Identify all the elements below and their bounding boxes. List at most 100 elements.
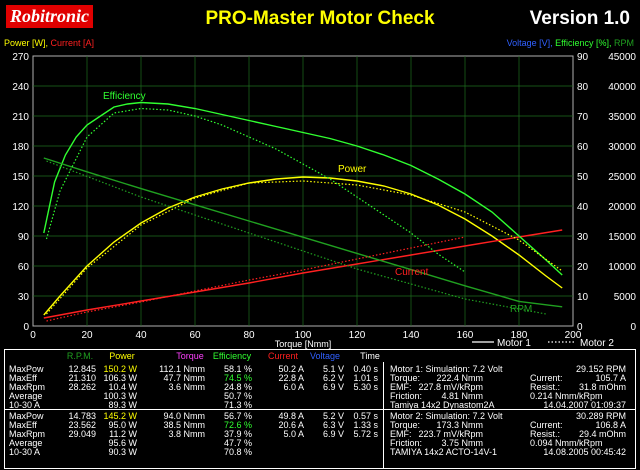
x-tick: 0 bbox=[30, 330, 36, 341]
x-tick: 140 bbox=[403, 330, 420, 341]
motor1-row-efficiency: 24.8 % bbox=[223, 382, 252, 392]
motor2-info-resist-label: Resist.: bbox=[530, 429, 561, 439]
y-tick-right-rpm: 30000 bbox=[608, 142, 636, 153]
motor2-info-emf-label: EMF: bbox=[390, 429, 412, 439]
right-axis-title: Voltage [V], Efficiency [%], RPM bbox=[507, 38, 634, 48]
motor2-row-power: 90.3 W bbox=[108, 447, 137, 457]
motor2-info-torque-label: Torque: bbox=[390, 420, 421, 430]
motor2-info-friction2: 0.094 Nmm/kRpm bbox=[530, 438, 603, 448]
motor2-row-time: 1.33 s bbox=[353, 420, 378, 430]
motor2-row-rpm: 23.562 bbox=[68, 420, 96, 430]
annotation-rpm: RPM bbox=[510, 304, 532, 315]
motor2-row-current: 49.8 A bbox=[278, 411, 304, 421]
results-table: R.P.M. Power Torque Efficiency Current Voltag… bbox=[0, 349, 640, 470]
annotation-power: Power bbox=[338, 164, 367, 175]
motor1-row-power: 100.3 W bbox=[103, 391, 137, 401]
y-tick-right-rpm: 40000 bbox=[608, 82, 636, 93]
motor2-row-current: 20.6 A bbox=[278, 420, 304, 430]
motor1-row-voltage: 6.9 V bbox=[322, 382, 344, 392]
brand-logo: Robitronic bbox=[6, 5, 94, 28]
y-tick-left: 60 bbox=[18, 262, 30, 273]
header-current: Current bbox=[267, 351, 298, 361]
y-tick-right-pct: 10 bbox=[577, 292, 589, 303]
motor1-info-resist: 31.8 mOhm bbox=[578, 382, 626, 392]
motor2-row-power: 11.2 W bbox=[109, 429, 137, 439]
y-tick-left: 240 bbox=[12, 82, 29, 93]
motor2-info-resist: 29.4 mOhm bbox=[578, 429, 626, 439]
motor1-row-rpm: 21.310 bbox=[68, 373, 96, 383]
motor2-row-efficiency: 47.7 % bbox=[223, 438, 252, 448]
y-tick-right-rpm: 10000 bbox=[608, 262, 636, 273]
motor1-info-resist-label: Resist.: bbox=[530, 382, 561, 392]
table-border-top bbox=[4, 349, 636, 350]
motor1-row-power: 89.3 W bbox=[108, 400, 137, 410]
motor1-info-emf-label: EMF: bbox=[390, 382, 412, 392]
motor1-row-torque: 47.7 Nmm bbox=[163, 373, 205, 383]
motor2-info-torque: 173.3 Nmm bbox=[436, 420, 483, 430]
x-tick: 180 bbox=[511, 330, 528, 341]
motor2-row-efficiency: 37.9 % bbox=[223, 429, 252, 439]
y-tick-left: 180 bbox=[12, 142, 29, 153]
motor1-row-label: Average bbox=[9, 391, 43, 401]
motor2-row-label: MaxEff bbox=[9, 420, 37, 430]
y-tick-left: 90 bbox=[18, 232, 30, 243]
y-tick-left: 30 bbox=[18, 292, 30, 303]
y-tick-right-rpm: 35000 bbox=[608, 112, 636, 123]
x-tick: 40 bbox=[135, 330, 147, 341]
motor2-row-voltage: 6.9 V bbox=[322, 429, 344, 439]
series-efficiency-motor1 bbox=[43, 101, 563, 276]
header-torque: Torque bbox=[176, 351, 204, 361]
x-tick: 60 bbox=[189, 330, 201, 341]
motor2-row-power: 145.2 W bbox=[103, 411, 137, 421]
x-tick: 20 bbox=[81, 330, 93, 341]
motor2-row-torque: 94.0 Nmm bbox=[163, 411, 205, 421]
y-tick-right-rpm: 15000 bbox=[608, 232, 636, 243]
header-efficiency: Efficiency bbox=[212, 351, 252, 361]
motor2-info-name: TAMIYA 14x2 ACTO-14V-1 bbox=[390, 447, 498, 457]
motor2-row-time: 0.57 s bbox=[353, 411, 378, 421]
motor1-row-time: 1.01 s bbox=[353, 373, 378, 383]
y-tick-right-pct: 80 bbox=[577, 82, 589, 93]
motor1-row-voltage: 5.1 V bbox=[322, 364, 344, 374]
motor1-row-label: MaxRpm bbox=[9, 382, 46, 392]
motor1-row-current: 6.0 A bbox=[283, 382, 304, 392]
motor1-info-friction: 4.81 Nmm bbox=[441, 391, 483, 401]
motor2-row-efficiency: 72.6 % bbox=[223, 420, 252, 430]
page-title: PRO-Master Motor Check bbox=[205, 8, 435, 29]
y-tick-right-pct: 90 bbox=[577, 52, 589, 63]
header-bar: Robitronic PRO-Master Motor Check Versio… bbox=[0, 0, 640, 36]
x-tick: 160 bbox=[457, 330, 474, 341]
motor1-row-time: 5.30 s bbox=[353, 382, 378, 392]
motor1-info-name: Tamiya 14x2 Dynastom2A bbox=[390, 400, 495, 410]
x-tick: 120 bbox=[349, 330, 366, 341]
table-divider bbox=[4, 409, 636, 410]
motor1-row-power: 150.2 W bbox=[103, 364, 137, 374]
annotation-current: Current bbox=[395, 267, 429, 278]
right-axis-title-rpm: RPM bbox=[614, 38, 634, 48]
y-tick-right-rpm: 20000 bbox=[608, 202, 636, 213]
motor1-info-current: 105.7 A bbox=[595, 373, 626, 383]
table-border-bottom bbox=[4, 468, 636, 469]
motor1-row-efficiency: 58.1 % bbox=[223, 364, 252, 374]
y-tick-right-pct: 20 bbox=[577, 262, 589, 273]
motor2-row-time: 5.72 s bbox=[353, 429, 378, 439]
motor2-info-date: 14.08.2005 00:45:42 bbox=[543, 447, 626, 457]
header-time: Time bbox=[360, 351, 380, 361]
series-rpm-motor2 bbox=[46, 160, 547, 315]
motor1-info-emf: 227.8 mV/kRpm bbox=[418, 382, 483, 392]
motor2-info-emf: 223.7 mV/kRpm bbox=[418, 429, 483, 439]
motor2-info-title: Motor 2: Simulation: 7.2 Volt bbox=[390, 411, 503, 421]
motor2-row-efficiency: 70.8 % bbox=[223, 447, 252, 457]
motor2-row-power: 95.6 W bbox=[108, 438, 137, 448]
motor2-row-voltage: 5.2 V bbox=[322, 411, 344, 421]
motor1-info-date: 14.04.2007 01:09:37 bbox=[543, 400, 626, 410]
y-tick-left: 210 bbox=[12, 112, 29, 123]
motor1-info-torque-label: Torque: bbox=[390, 373, 421, 383]
motor1-row-label: MaxPow bbox=[9, 364, 44, 374]
motor1-row-rpm: 28.262 bbox=[68, 382, 96, 392]
left-axis-title-current: Current [A] bbox=[51, 38, 95, 48]
motor2-row-voltage: 6.3 V bbox=[322, 420, 344, 430]
x-tick: 80 bbox=[243, 330, 255, 341]
y-tick-left: 120 bbox=[12, 202, 29, 213]
motor1-row-efficiency: 71.3 % bbox=[223, 400, 252, 410]
